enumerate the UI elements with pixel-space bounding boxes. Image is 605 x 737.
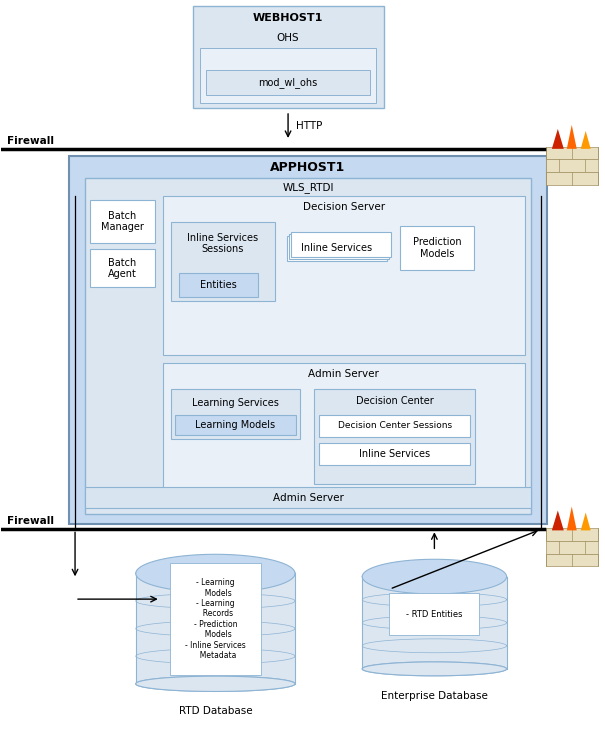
Bar <box>319 443 470 464</box>
Polygon shape <box>362 662 506 676</box>
Bar <box>178 273 258 297</box>
Polygon shape <box>567 125 577 149</box>
Bar <box>546 528 598 541</box>
Text: Batch
Manager: Batch Manager <box>101 211 144 232</box>
Polygon shape <box>362 570 506 584</box>
Polygon shape <box>136 676 295 691</box>
Bar <box>546 159 598 172</box>
Bar <box>314 389 475 483</box>
Bar <box>85 178 531 514</box>
Bar <box>175 415 296 435</box>
Polygon shape <box>552 129 564 149</box>
Bar <box>546 541 598 553</box>
Polygon shape <box>362 616 506 629</box>
Bar <box>192 7 384 108</box>
Bar <box>90 249 155 287</box>
Bar <box>362 576 506 669</box>
Text: - Learning
  Models
- Learning
  Records
- Prediction
  Models
- Inline Services: - Learning Models - Learning Records - P… <box>185 578 246 660</box>
Bar <box>399 226 474 270</box>
Text: Entities: Entities <box>200 280 237 290</box>
Polygon shape <box>581 131 590 149</box>
Bar <box>69 156 547 525</box>
Bar <box>171 222 275 301</box>
Text: Decision Server: Decision Server <box>302 202 385 212</box>
Text: RTD Database: RTD Database <box>178 706 252 716</box>
Bar <box>85 486 531 509</box>
Polygon shape <box>136 621 295 636</box>
Text: Learning Services: Learning Services <box>192 398 279 408</box>
Text: Decision Center: Decision Center <box>356 396 433 406</box>
Text: - RTD Entities: - RTD Entities <box>406 609 463 618</box>
Bar <box>546 147 598 159</box>
Text: Prediction
Models: Prediction Models <box>413 237 461 259</box>
Polygon shape <box>136 554 295 593</box>
Bar <box>163 195 525 355</box>
Polygon shape <box>362 662 506 676</box>
Text: APPHOST1: APPHOST1 <box>270 161 345 174</box>
Bar <box>200 48 376 103</box>
Bar <box>136 573 295 684</box>
Bar <box>287 236 387 262</box>
Text: WLS_RTDI: WLS_RTDI <box>282 182 334 193</box>
Text: WEBHOST1: WEBHOST1 <box>253 13 323 24</box>
Text: Batch
Agent: Batch Agent <box>108 257 137 279</box>
Text: mod_wl_ohs: mod_wl_ohs <box>258 77 318 88</box>
Polygon shape <box>567 506 577 531</box>
Polygon shape <box>362 559 506 594</box>
Bar <box>90 200 155 243</box>
Text: Admin Server: Admin Server <box>272 492 344 503</box>
Text: Firewall: Firewall <box>7 517 54 526</box>
Text: Inline Services: Inline Services <box>301 243 373 254</box>
Bar <box>289 234 388 259</box>
Polygon shape <box>136 593 295 609</box>
Polygon shape <box>136 649 295 664</box>
Text: OHS: OHS <box>276 33 299 43</box>
Text: Learning Models: Learning Models <box>195 420 275 430</box>
Polygon shape <box>362 639 506 653</box>
Text: Admin Server: Admin Server <box>309 369 379 379</box>
Polygon shape <box>581 512 590 531</box>
Text: Enterprise Database: Enterprise Database <box>381 691 488 701</box>
Bar <box>546 172 598 185</box>
Text: Decision Center Sessions: Decision Center Sessions <box>338 422 452 430</box>
Polygon shape <box>552 511 564 531</box>
Text: Inline Services: Inline Services <box>359 449 430 458</box>
Polygon shape <box>136 676 295 691</box>
Text: Inline Services
Sessions: Inline Services Sessions <box>188 233 258 254</box>
Bar <box>206 70 370 95</box>
Polygon shape <box>362 593 506 607</box>
Text: HTTP: HTTP <box>296 121 322 131</box>
Text: Firewall: Firewall <box>7 136 54 146</box>
Bar <box>291 231 391 257</box>
Bar <box>171 389 300 439</box>
Polygon shape <box>136 566 295 581</box>
Bar <box>546 553 598 566</box>
Bar <box>163 363 525 492</box>
Bar <box>319 415 470 437</box>
